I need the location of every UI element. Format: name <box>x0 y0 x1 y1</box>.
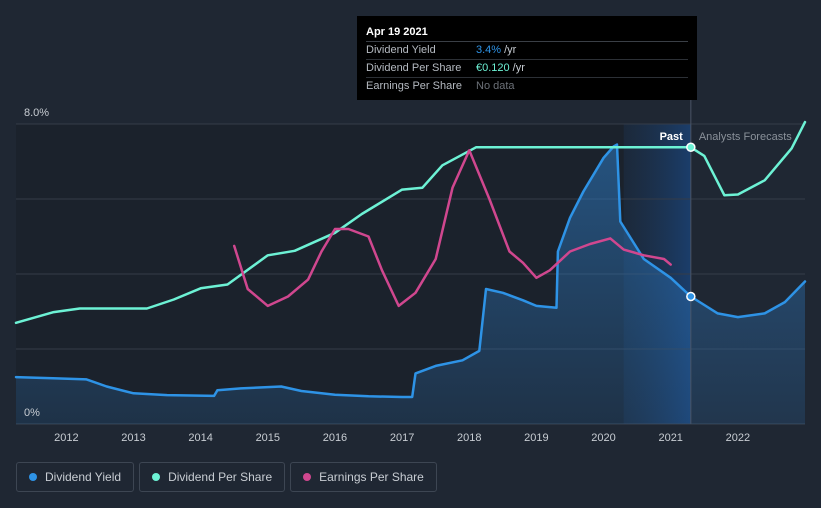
legend-dot-icon <box>152 473 161 481</box>
x-tick-label: 2018 <box>457 432 481 444</box>
legend-item-earnings-per-share[interactable]: Earnings Per Share <box>290 462 437 492</box>
legend: Dividend Yield Dividend Per Share Earnin… <box>16 462 437 492</box>
x-tick-label: 2012 <box>54 432 78 444</box>
legend-label: Earnings Per Share <box>319 470 424 484</box>
tooltip-value: 3.4% <box>476 44 502 56</box>
marker-dividend-per-share <box>686 142 696 152</box>
x-tick-label: 2017 <box>390 432 414 444</box>
tooltip-label: Dividend Yield <box>366 44 436 56</box>
series-areas <box>16 144 805 424</box>
x-tick-label: 2021 <box>658 432 682 444</box>
forecast-label: Analysts Forecasts <box>699 131 792 143</box>
tooltip-row-dividend-per-share: Dividend Per Share €0.120 /yr <box>366 60 688 78</box>
tooltip-unit: /yr <box>512 62 525 74</box>
legend-dot-icon <box>29 473 37 481</box>
x-tick-label: 2013 <box>121 432 145 444</box>
x-tick-label: 2020 <box>591 432 615 444</box>
x-tick-label: 2019 <box>524 432 548 444</box>
x-tick-label: 2016 <box>323 432 347 444</box>
tooltip-date: Apr 19 2021 <box>366 24 688 42</box>
tooltip-label: Earnings Per Share <box>366 80 462 92</box>
tooltip-row-earnings-per-share: Earnings Per Share No data <box>366 78 688 95</box>
tooltip: Apr 19 2021 Dividend Yield 3.4% /yr Divi… <box>357 16 697 100</box>
tooltip-unit: /yr <box>504 44 517 56</box>
series-line-dividend-per-share <box>14 120 807 325</box>
past-label: Past <box>660 131 684 143</box>
marker-dividend-yield <box>686 291 696 302</box>
series-markers <box>686 142 696 302</box>
series-area-dividend-yield <box>16 144 805 424</box>
series-line-dividend-yield <box>14 143 807 399</box>
legend-dot-icon <box>303 473 312 481</box>
x-tick-label: 2015 <box>256 432 280 444</box>
x-tick-label: 2014 <box>188 432 212 444</box>
y-tick-label: 0% <box>24 407 40 419</box>
tooltip-value: No data <box>476 80 515 92</box>
x-axis-labels: 2012 2013 2014 2015 2016 2017 2018 2019 2020 2021… <box>54 432 750 444</box>
x-tick-label: 2022 <box>726 432 750 444</box>
tooltip-row-dividend-yield: Dividend Yield 3.4% /yr <box>366 42 688 60</box>
legend-label: Dividend Yield <box>45 470 122 484</box>
y-tick-label: 8.0% <box>24 107 49 119</box>
legend-item-dividend-per-share[interactable]: Dividend Per Share <box>139 462 286 492</box>
legend-item-dividend-yield[interactable]: Dividend Yield <box>16 462 135 492</box>
series-lines <box>14 120 807 399</box>
series-line-earnings-per-share <box>232 149 672 308</box>
legend-label: Dividend Per Share <box>168 470 273 484</box>
y-axis-labels: 8.0% 0% <box>24 107 49 419</box>
tooltip-value: €0.120 <box>476 62 510 74</box>
tooltip-label: Dividend Per Share <box>366 62 462 74</box>
